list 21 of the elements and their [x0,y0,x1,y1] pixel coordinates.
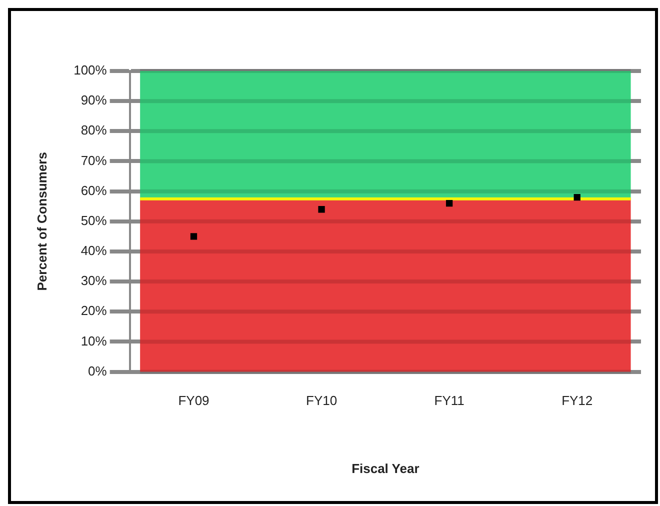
y-axis-title: Percent of Consumers [34,152,50,291]
y-tick-label: 70% [80,152,108,168]
y-tick-label: 30% [80,273,108,288]
point [574,194,580,201]
x-tick-label: FY10 [306,393,338,408]
y-tick-label: 50% [80,212,108,228]
x-tick-label: FY11 [434,393,464,408]
x-tick-label: FY09 [178,393,210,408]
y-tick-label: 100% [74,62,108,78]
x-tick-label: FY12 [562,393,593,408]
y-tick-label: 60% [80,182,108,198]
y-tick-label: 90% [80,92,108,108]
x-axis-title: Fiscal Year [352,460,420,476]
y-tick-label: 40% [80,243,108,258]
point [318,206,325,213]
point [446,200,453,207]
y-tick-label: 0% [88,363,108,378]
y-tick-label: 20% [80,303,108,318]
y-tick-label: 80% [80,122,108,138]
point [190,233,198,240]
y-tick-label: 10% [80,333,108,348]
